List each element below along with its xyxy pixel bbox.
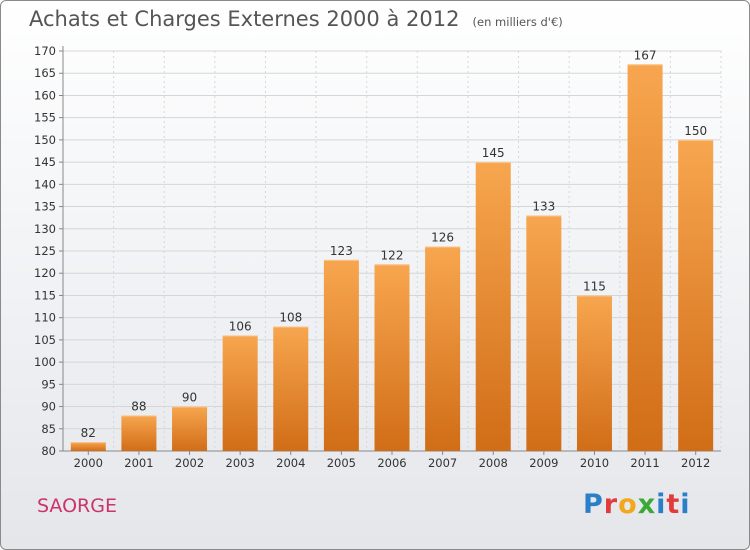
logo-letter: t <box>666 489 681 520</box>
bars <box>70 64 714 452</box>
bar-2002 <box>172 406 208 451</box>
y-tick-label: 130 <box>34 222 56 236</box>
x-tick-label-2011: 2011 <box>630 456 659 470</box>
bar-2005 <box>323 259 359 451</box>
bar-2010 <box>576 295 612 451</box>
y-tick-label: 170 <box>34 44 56 58</box>
y-tick-label: 150 <box>34 133 56 147</box>
bar-2009 <box>526 215 562 451</box>
y-tick-label: 135 <box>34 200 56 214</box>
data-label-2011: 167 <box>634 48 657 62</box>
y-tick-label: 145 <box>34 155 56 169</box>
logo-letter: o <box>618 489 638 520</box>
logo-letter: r <box>603 489 619 520</box>
bar-2004 <box>273 326 309 451</box>
data-label-2007: 126 <box>431 231 454 245</box>
y-tick-label: 115 <box>34 288 56 302</box>
x-tick-label-2009: 2009 <box>529 456 558 470</box>
y-tick-label: 140 <box>34 177 56 191</box>
y-tick-labels: 80 85 90 95 100 105 110 115 120 125 130 135 140 145 15… <box>34 44 56 458</box>
data-label-2003: 106 <box>229 319 252 333</box>
y-tick-label: 95 <box>41 377 56 391</box>
logo-letter: P <box>583 489 604 520</box>
x-tick-label-2012: 2012 <box>681 456 710 470</box>
y-tick-label: 100 <box>34 355 56 369</box>
y-tick-label: 160 <box>34 88 56 102</box>
bar-2011 <box>627 64 663 452</box>
proxiti-logo: Proxiti <box>583 489 691 520</box>
x-tick-label-2004: 2004 <box>276 456 305 470</box>
data-label-2001: 88 <box>131 399 146 413</box>
x-tick-label-2001: 2001 <box>124 456 153 470</box>
data-label-2012: 150 <box>684 124 707 138</box>
bar-2006 <box>374 264 410 451</box>
bar-2007 <box>425 246 461 451</box>
y-tick-label: 120 <box>34 266 56 280</box>
y-tick-label: 85 <box>41 422 56 436</box>
x-tick-labels: 2000 2001 2002 2003 2004 2005 2006 2007 2008 2009… <box>74 456 711 470</box>
x-tick-label-2002: 2002 <box>175 456 204 470</box>
y-tick-label: 110 <box>34 311 56 325</box>
x-tick-label-2007: 2007 <box>428 456 457 470</box>
chart-title-block: Achats et Charges Externes 2000 à 2012 (… <box>29 7 563 31</box>
data-label-2008: 145 <box>482 146 505 160</box>
y-tick-label: 155 <box>34 111 56 125</box>
bar-2001 <box>121 415 157 451</box>
x-tick-label-2006: 2006 <box>377 456 406 470</box>
bar-2012 <box>678 139 714 451</box>
data-labels: 82 88 90 106 108 123 122 126 145 133 115 167 150 <box>81 48 707 440</box>
data-label-2006: 122 <box>381 248 404 262</box>
y-tick-label: 80 <box>41 444 56 458</box>
logo-letter: i <box>680 489 691 520</box>
logo-letter: i <box>656 489 667 520</box>
data-label-2002: 90 <box>182 391 197 405</box>
location-name: SAORGE <box>37 495 117 517</box>
x-tick-label-2000: 2000 <box>74 456 103 470</box>
data-label-2010: 115 <box>583 279 606 293</box>
x-tick-label-2005: 2005 <box>327 456 356 470</box>
bar-2000 <box>70 442 106 451</box>
y-tick-label: 90 <box>41 400 56 414</box>
data-label-2004: 108 <box>279 311 302 325</box>
x-tick-label-2003: 2003 <box>226 456 255 470</box>
x-tick-label-2008: 2008 <box>479 456 508 470</box>
bar-2003 <box>222 335 258 451</box>
chart-subtitle: (en milliers d'€) <box>472 15 563 29</box>
y-tick-label: 105 <box>34 333 56 347</box>
logo-letter: x <box>637 489 657 520</box>
x-tick-label-2010: 2010 <box>580 456 609 470</box>
y-tick-label: 165 <box>34 66 56 80</box>
bar-2008 <box>475 162 511 451</box>
chart-title: Achats et Charges Externes 2000 à 2012 <box>29 7 460 31</box>
data-label-2000: 82 <box>81 426 96 440</box>
y-tick-label: 125 <box>34 244 56 258</box>
data-label-2005: 123 <box>330 244 353 258</box>
data-label-2009: 133 <box>532 199 555 213</box>
